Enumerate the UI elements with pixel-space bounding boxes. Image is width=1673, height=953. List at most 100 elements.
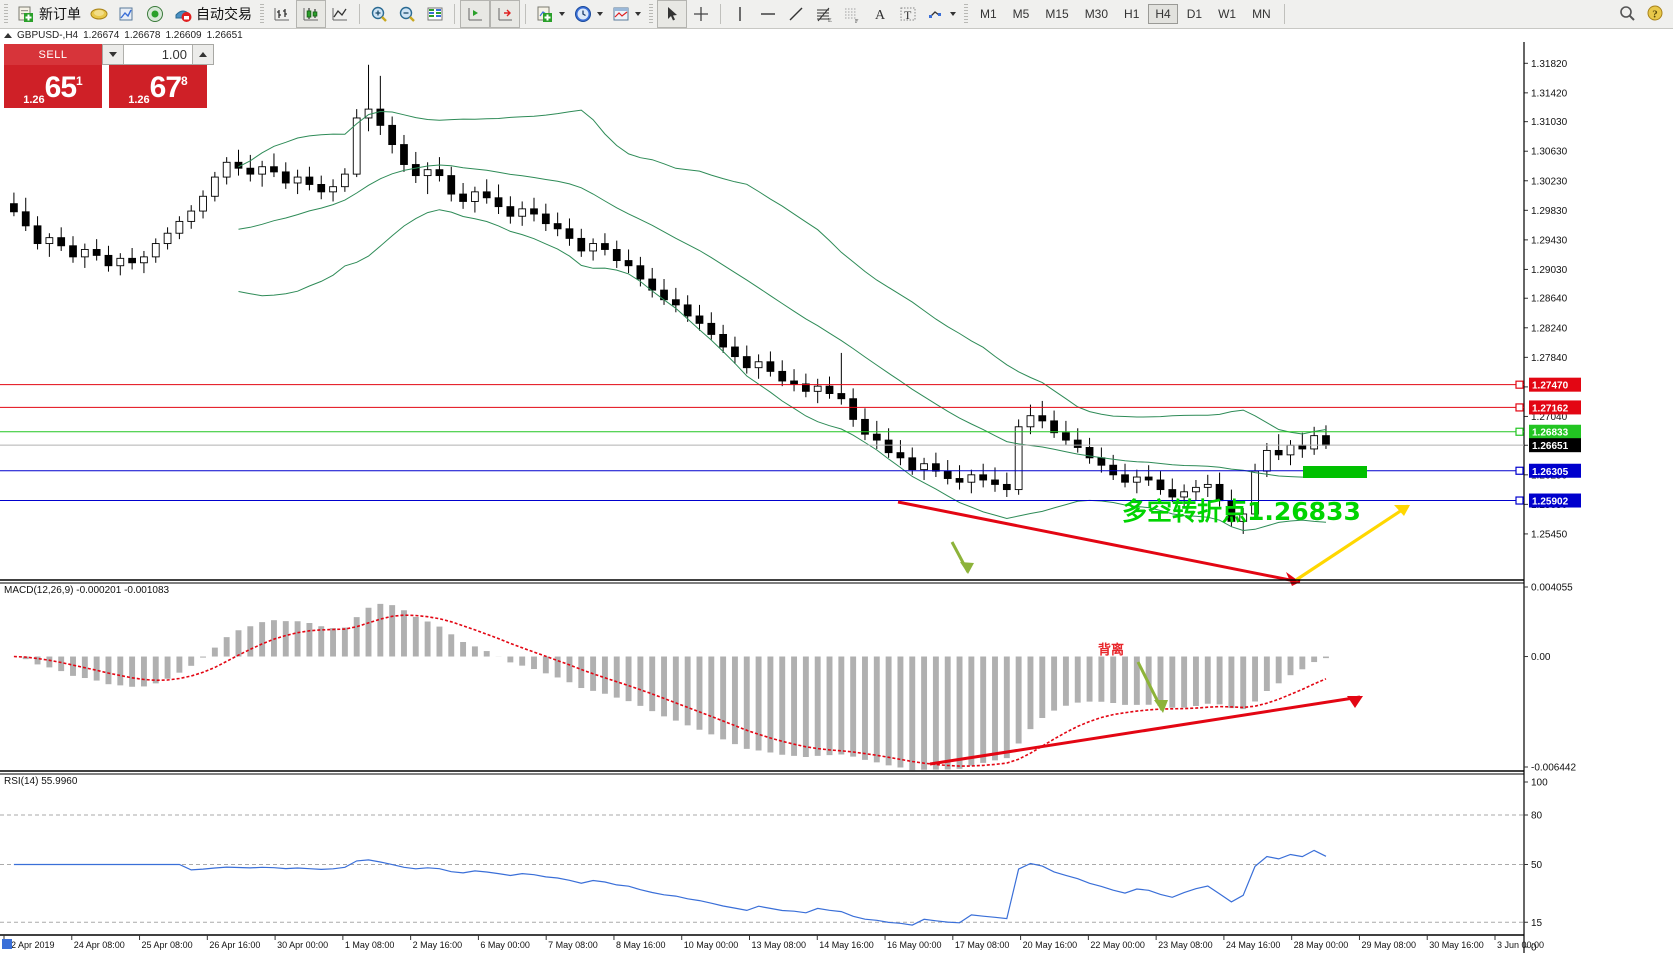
timeframe-h1[interactable]: H1	[1124, 7, 1140, 21]
zoom-out-button[interactable]	[393, 1, 421, 27]
time-tick-label: 1 May 08:00	[345, 940, 395, 950]
reversal-arrow[interactable]	[1295, 504, 1409, 582]
one-click-trading-panel: SELL 1.26651 BUY 1.26678 1.00	[4, 44, 214, 108]
toolbar-grip-2[interactable]	[260, 4, 264, 24]
fibonacci-button[interactable]: E	[810, 1, 838, 27]
toolbar-grip-3[interactable]	[649, 4, 653, 24]
timeframe-m5[interactable]: M5	[1012, 7, 1030, 21]
data-window-button[interactable]	[113, 1, 141, 27]
candle-body	[1132, 476, 1141, 483]
volume-stepper[interactable]: 1.00	[102, 44, 214, 65]
objects-button[interactable]	[922, 1, 960, 27]
bar-chart-icon	[272, 4, 292, 24]
timeframe-m15[interactable]: M15	[1045, 7, 1069, 21]
timeframe-m30[interactable]: M30	[1084, 7, 1109, 21]
fibo-fan-button[interactable]: F	[838, 1, 866, 27]
chart-shift-button[interactable]	[460, 0, 490, 28]
candle-body	[920, 463, 928, 471]
annotation-pivot-text: 多空转折点1.26833	[1122, 497, 1361, 526]
collapse-triangle-icon[interactable]	[4, 33, 12, 38]
candle-body	[1097, 457, 1106, 466]
level-handle[interactable]	[1515, 403, 1524, 412]
periods-dropdown-caret[interactable]	[597, 12, 603, 16]
candle-body	[423, 169, 432, 177]
price-tick-label: 1.29830	[1531, 206, 1568, 217]
autotrade-button[interactable]: 自动交易	[169, 1, 256, 27]
level-handle[interactable]	[1515, 496, 1524, 505]
chart-grid-button[interactable]	[421, 1, 449, 27]
level-tag-current-price[interactable]	[1529, 438, 1581, 453]
level-tag-resistance-upper[interactable]	[1529, 377, 1581, 392]
scroll-indicator[interactable]	[2, 939, 12, 949]
bollinger-middle-band	[238, 164, 1327, 478]
level-handle[interactable]	[1515, 427, 1524, 436]
time-tick-label: 7 May 08:00	[548, 940, 598, 950]
symbol-info-bar: GBPUSD-,H4 1.26674 1.26678 1.26609 1.266…	[0, 29, 1673, 42]
vertical-line-button[interactable]	[726, 1, 754, 27]
candle-body	[1168, 489, 1177, 498]
horizontal-line-button[interactable]	[754, 1, 782, 27]
text-label-button[interactable]: T	[894, 1, 922, 27]
rsi-tick-label: 100	[1531, 778, 1548, 789]
svg-text:F: F	[855, 19, 859, 24]
level-tag-resistance-lower[interactable]	[1529, 400, 1581, 415]
help-icon[interactable]: ?	[1645, 3, 1665, 23]
timeframe-w1[interactable]: W1	[1218, 7, 1237, 21]
auto-scroll-button[interactable]	[490, 0, 520, 28]
level-tag-label: 1.26651	[1532, 441, 1569, 452]
expert-advisor-button[interactable]	[85, 1, 113, 27]
volume-increase-button[interactable]	[192, 45, 213, 64]
timeframe-h4[interactable]: H4	[1148, 4, 1178, 24]
toolbar-grip-4[interactable]	[964, 4, 968, 24]
candle-body	[388, 124, 397, 146]
volume-value[interactable]: 1.00	[124, 45, 192, 64]
candle-body	[1274, 449, 1283, 456]
search-icon[interactable]	[1617, 3, 1637, 23]
chart-canvas[interactable]: 1.31820 1.31420 1.31030 1.30630 1.30230 1.298…	[0, 42, 1673, 953]
timeframe-mn[interactable]: MN	[1252, 7, 1271, 21]
time-tick-label: 16 May 00:00	[887, 940, 942, 950]
candle-body	[932, 463, 940, 472]
indicators-dropdown-caret[interactable]	[559, 12, 565, 16]
candle-body	[210, 176, 219, 197]
horizontal-line-icon	[758, 4, 778, 24]
indicators-button[interactable]	[531, 1, 569, 27]
price-tick-label: 1.30630	[1531, 147, 1568, 158]
volume-decrease-button[interactable]	[103, 45, 124, 64]
timeframe-m1[interactable]: M1	[980, 7, 997, 21]
templates-button[interactable]	[607, 1, 645, 27]
level-tag-support-lower[interactable]	[1529, 493, 1581, 508]
candle-body	[1192, 486, 1200, 493]
candle-body	[400, 144, 408, 165]
cursor-button[interactable]	[657, 0, 687, 28]
open-position-marker[interactable]	[1303, 466, 1367, 478]
toolbar-grip[interactable]	[4, 4, 8, 24]
navigator-button[interactable]	[141, 1, 169, 27]
line-chart-button[interactable]	[326, 1, 354, 27]
chart-area[interactable]: 1.31820 1.31420 1.31030 1.30630 1.30230 1.298…	[0, 42, 1673, 953]
auto-scroll-icon	[495, 4, 515, 24]
candle-body	[1062, 432, 1070, 441]
level-handle[interactable]	[1515, 380, 1524, 389]
trendline-button[interactable]	[782, 1, 810, 27]
periods-button[interactable]	[569, 1, 607, 27]
sell-button[interactable]: SELL 1.26651	[4, 44, 102, 108]
bar-chart-button[interactable]	[268, 1, 296, 27]
objects-dropdown-caret[interactable]	[950, 12, 956, 16]
new-order-button[interactable]: 新订单	[12, 1, 85, 27]
templates-dropdown-caret[interactable]	[635, 12, 641, 16]
candlestick-chart-button[interactable]	[296, 0, 326, 28]
macd-divergence-arrowhead	[1347, 696, 1363, 708]
level-handle[interactable]	[1515, 466, 1524, 475]
candle-body	[695, 315, 704, 324]
timeframe-d1[interactable]: D1	[1186, 7, 1203, 21]
level-tag-pivot-bull-bear[interactable]	[1529, 424, 1581, 439]
candle-body	[80, 249, 89, 258]
candle-body	[1203, 483, 1212, 488]
zoom-in-button[interactable]	[365, 1, 393, 27]
text-button[interactable]: A	[866, 1, 894, 27]
macd-divergence-line[interactable]	[929, 695, 1361, 766]
level-tag-support-upper[interactable]	[1529, 463, 1581, 478]
trendline-descending[interactable]	[897, 500, 1301, 584]
crosshair-button[interactable]	[687, 1, 715, 27]
